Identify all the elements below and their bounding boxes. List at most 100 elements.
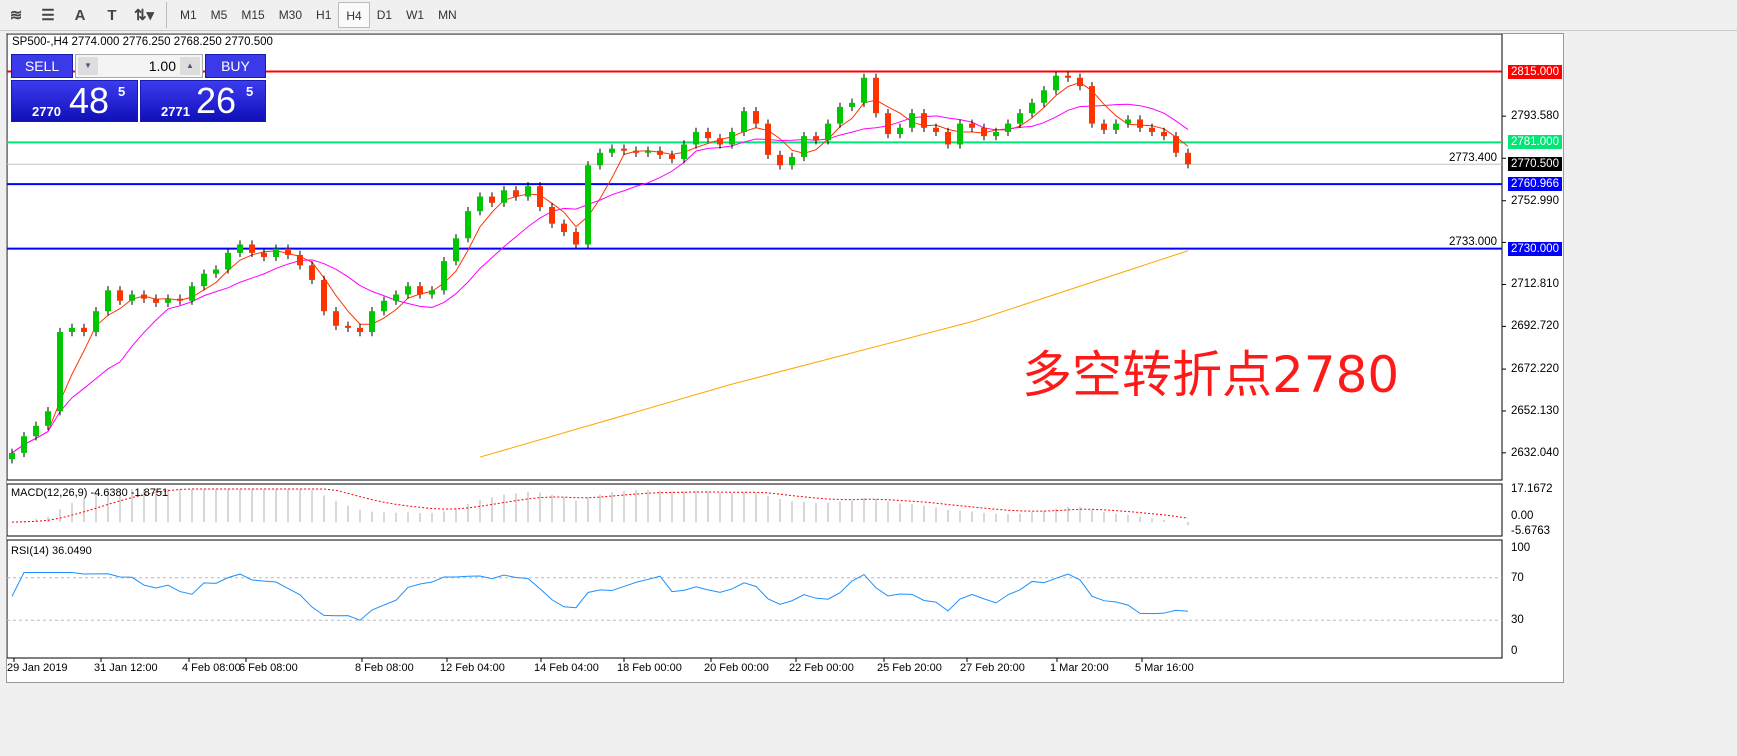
macd-label: MACD(12,26,9) -4.6380 -1.8751 (11, 487, 169, 499)
candle-body (981, 127, 987, 137)
ma-mid-line (11, 103, 1189, 454)
price-axis-label: 2773.400 (1449, 152, 1497, 165)
candle-body (393, 294, 399, 301)
arrows-icon[interactable]: ⇅▾ (133, 7, 155, 24)
timeframe-h4[interactable]: H4 (338, 2, 370, 28)
sell-button[interactable]: SELL (11, 54, 73, 78)
candle-body (909, 113, 915, 128)
candle-body (117, 290, 123, 301)
candle-body (1017, 113, 1023, 124)
candle-body (105, 290, 111, 312)
candle-body (1125, 119, 1131, 124)
chart-window[interactable] (6, 33, 1564, 683)
candle-body (1137, 119, 1143, 128)
candle-body (321, 279, 327, 312)
price-axis-label: 2652.130 (1511, 404, 1559, 417)
candle-body (765, 123, 771, 155)
candle-body (537, 186, 543, 207)
candle-body (753, 111, 759, 124)
lot-input[interactable]: 1.00 (148, 58, 176, 74)
candle-body (165, 298, 171, 303)
candle-body (777, 154, 783, 166)
candle-body (729, 131, 735, 145)
price-tag-2781.000: 2781.000 (1508, 135, 1562, 150)
candle-body (621, 148, 627, 151)
candle-body (837, 106, 843, 124)
candle-body (297, 254, 303, 266)
candle-body (153, 298, 159, 303)
text-icon[interactable]: A (74, 6, 86, 24)
timeframe-m5[interactable]: M5 (210, 8, 228, 22)
timeframe-m1[interactable]: M1 (180, 8, 197, 22)
elliott-wave-icon[interactable]: ≋ (9, 7, 23, 24)
candle-body (1161, 131, 1167, 137)
candle-body (861, 77, 867, 103)
candle-body (1065, 75, 1071, 78)
candle-body (237, 244, 243, 253)
decrease-lot-button[interactable]: ▼ (78, 57, 98, 75)
timeframe-mn[interactable]: MN (438, 8, 457, 22)
candle-body (897, 127, 903, 135)
divider (166, 2, 167, 28)
candle-body (273, 248, 279, 257)
buy-button[interactable]: BUY (205, 54, 266, 78)
sell-price[interactable]: 2770 48 5 (11, 80, 138, 122)
timeframe-m15[interactable]: M15 (241, 8, 265, 22)
candle-body (441, 261, 447, 291)
candle-body (717, 138, 723, 145)
candle-body (141, 294, 147, 299)
buy-price-big: 26 (196, 80, 237, 121)
candle-body (801, 136, 807, 157)
time-axis-label: 20 Feb 00:00 (704, 662, 769, 674)
price-axis-label: 2793.580 (1511, 110, 1559, 123)
candle-body (657, 150, 663, 155)
sell-price-point: 5 (118, 84, 126, 99)
price-tag-2815.000: 2815.000 (1508, 64, 1562, 79)
candle-body (57, 332, 63, 412)
candle-body (921, 113, 927, 128)
time-axis-label: 22 Feb 00:00 (789, 662, 854, 674)
time-axis-label: 14 Feb 04:00 (534, 662, 599, 674)
rsi-axis-label: 0 (1511, 645, 1518, 657)
timeframe-w1[interactable]: W1 (406, 8, 425, 22)
candle-body (609, 148, 615, 153)
candle-body (477, 196, 483, 212)
candle-body (429, 290, 435, 295)
candle-body (9, 452, 15, 460)
candle-body (1185, 152, 1191, 165)
candle-body (525, 186, 531, 197)
time-axis-label: 5 Mar 16:00 (1135, 662, 1194, 674)
buy-price-prefix: 2771 (161, 104, 190, 119)
buy-price[interactable]: 2771 26 5 (140, 80, 266, 122)
text-label-icon[interactable]: T (107, 6, 117, 24)
price-axis-label: 2692.720 (1511, 320, 1559, 333)
candle-body (633, 150, 639, 153)
candle-body (933, 127, 939, 132)
candle-body (381, 300, 387, 312)
candle-body (177, 298, 183, 301)
candle-body (1041, 90, 1047, 103)
time-axis-label: 31 Jan 12:00 (94, 662, 158, 674)
candle-body (333, 311, 339, 326)
buy-price-point: 5 (246, 84, 254, 99)
timeframe-d1[interactable]: D1 (376, 8, 393, 22)
candle-body (465, 211, 471, 239)
chart-canvas[interactable] (7, 34, 1565, 684)
candle-body (969, 123, 975, 128)
timeframe-m30[interactable]: M30 (278, 8, 303, 22)
increase-lot-button[interactable]: ▲ (180, 57, 200, 75)
time-axis-label: 8 Feb 08:00 (355, 662, 414, 674)
lot-stepper[interactable]: ▼ 1.00 ▲ (75, 54, 203, 78)
rsi-label: RSI(14) 36.0490 (11, 545, 92, 557)
candle-body (453, 238, 459, 262)
candle-body (945, 131, 951, 145)
time-axis-label: 1 Mar 20:00 (1050, 662, 1109, 674)
candle-body (849, 102, 855, 107)
timeframe-h1[interactable]: H1 (316, 8, 332, 22)
macd-axis-label: 0.00 (1511, 510, 1534, 522)
toolbar: ≋ ☰ A T ⇅▾ M1 M5 M15 M30 H1 H4 D1 W1 MN (0, 0, 1737, 31)
candle-body (693, 131, 699, 145)
candle-body (1005, 123, 1011, 132)
candle-body (345, 325, 351, 328)
fibonacci-icon[interactable]: ☰ (41, 7, 55, 24)
